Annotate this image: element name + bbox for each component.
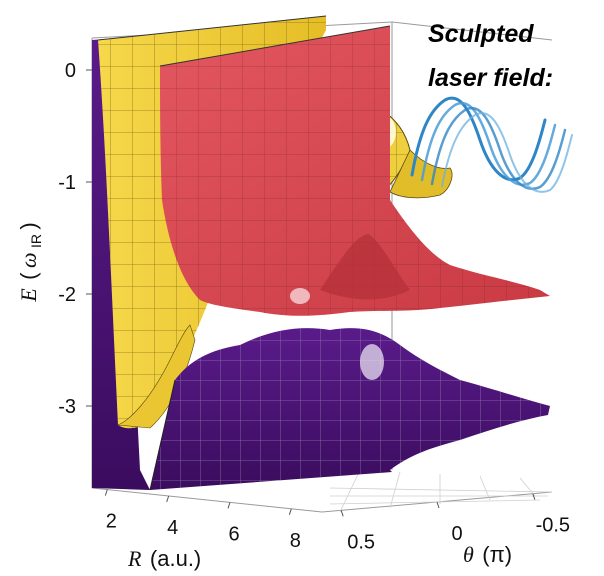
purple-potential-surface [149, 328, 550, 491]
theta-axis-tick [436, 501, 440, 509]
theta-axis-tick [340, 510, 344, 517]
svg-text:θ (π): θ (π) [463, 542, 512, 567]
r-axis-tick-label: 2 [106, 511, 117, 533]
r-axis-tick-label: 4 [167, 517, 178, 539]
laser-field-caption: Sculpted laser field: [428, 20, 553, 92]
theta-axis-tick-label: -0.5 [536, 515, 570, 537]
theta-axis-ticks: 0.5 0 -0.5 [340, 493, 570, 553]
red-potential-surface [159, 25, 550, 316]
floor-grid [329, 469, 553, 513]
theta-axis-tick-label: 0.5 [347, 531, 375, 553]
e-axis-ticks: 0 -1 -2 -3 [58, 60, 92, 418]
e-axis-tick-label: 0 [65, 60, 76, 82]
r-axis-label: R (a.u.) [127, 546, 201, 571]
theta-axis-label: θ (π) [463, 542, 512, 567]
e-axis-tick-label: -1 [58, 172, 76, 194]
r-axis-tick [104, 489, 108, 496]
e-axis-tick-label: -3 [58, 396, 76, 418]
r-axis-tick [227, 502, 231, 509]
r-axis-tick-label: 6 [228, 523, 239, 545]
svg-text:E ( ω: E ( ω IR ) [16, 222, 45, 302]
laser-caption-line1: Sculpted [428, 20, 534, 48]
svg-text:R (a.u.): R (a.u.) [127, 546, 201, 571]
r-axis-ticks: 2 4 6 8 [104, 489, 301, 552]
e-axis-label: E ( ω IR ) [16, 222, 45, 302]
r-axis-tick [166, 495, 170, 503]
laser-caption-line2: laser field: [428, 64, 553, 92]
laser-field-icon [410, 96, 573, 193]
e-axis-tick-label: -2 [58, 284, 76, 306]
r-axis-tick [288, 508, 292, 515]
r-axis-tick-label: 8 [290, 530, 301, 552]
theta-axis-tick-label: 0 [451, 523, 462, 545]
theta-axis-tick [532, 493, 536, 500]
